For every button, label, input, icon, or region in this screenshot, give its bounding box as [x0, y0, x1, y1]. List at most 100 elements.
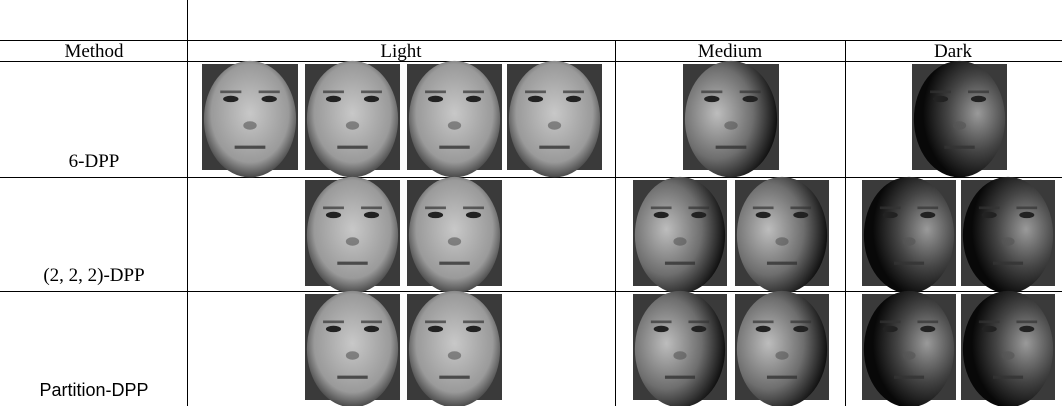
face-image [407, 177, 502, 294]
mouth [665, 262, 695, 265]
nose [902, 237, 915, 245]
brow [425, 321, 446, 324]
brow [463, 321, 484, 324]
eye [326, 326, 341, 332]
brow [740, 91, 761, 94]
eye [466, 212, 481, 218]
eye [793, 212, 808, 218]
brow [323, 207, 344, 210]
face [963, 177, 1053, 294]
brow [425, 207, 446, 210]
face-image [305, 177, 400, 294]
eye [756, 326, 771, 332]
eye [793, 326, 808, 332]
nose [775, 237, 788, 245]
eye [971, 96, 986, 102]
nose [775, 351, 788, 359]
face-image [633, 291, 727, 406]
header-cell: Method [64, 41, 124, 62]
eye [326, 212, 341, 218]
page: Method Light Medium Dark 6-DPP (2, 2, 2)… [0, 0, 1062, 406]
face [963, 291, 1053, 406]
face [409, 291, 500, 406]
mouth [337, 146, 367, 149]
face [307, 61, 398, 178]
brow [880, 207, 901, 210]
brow [880, 321, 901, 324]
eye [262, 96, 277, 102]
nose [953, 121, 966, 129]
brow [701, 91, 722, 94]
face [737, 177, 827, 294]
nose [673, 351, 686, 359]
mouth [235, 146, 266, 149]
brow [651, 321, 672, 324]
eye [364, 96, 379, 102]
eye [756, 212, 771, 218]
mouth [993, 262, 1023, 265]
brow [220, 91, 241, 94]
mouth [337, 376, 367, 379]
face [509, 61, 600, 178]
face-image [735, 291, 829, 406]
face-image [862, 177, 956, 294]
eye [428, 212, 443, 218]
face-image [912, 61, 1007, 178]
eye [691, 326, 706, 332]
nose [448, 237, 461, 245]
face-images [202, 61, 1055, 406]
eye [466, 96, 481, 102]
nose [673, 237, 686, 245]
nose [346, 237, 359, 245]
eye [528, 96, 543, 102]
brow [425, 91, 446, 94]
face [409, 177, 500, 294]
brow [790, 321, 811, 324]
nose [346, 121, 359, 129]
nose [902, 351, 915, 359]
face [635, 291, 725, 406]
face-image [407, 291, 502, 406]
brow [323, 321, 344, 324]
brow [361, 207, 382, 210]
eye [364, 326, 379, 332]
face-image [735, 177, 829, 294]
brow [563, 91, 584, 94]
mouth [993, 376, 1023, 379]
nose [548, 121, 561, 129]
method-label: 6-DPP [69, 151, 120, 172]
brow [979, 207, 1000, 210]
eye [466, 326, 481, 332]
header-cell: Dark [934, 41, 972, 62]
face-image [633, 177, 727, 294]
eye [933, 96, 948, 102]
nose [448, 351, 461, 359]
face-image [305, 291, 400, 406]
eye [223, 96, 238, 102]
eye [883, 326, 898, 332]
face-image [683, 61, 779, 178]
eye [920, 326, 935, 332]
brow [1016, 321, 1037, 324]
eye [691, 212, 706, 218]
face-image [202, 61, 298, 178]
brow [968, 91, 989, 94]
mouth [767, 262, 797, 265]
mouth [894, 262, 924, 265]
brow [463, 207, 484, 210]
brow [463, 91, 484, 94]
brow [525, 91, 546, 94]
eye [1019, 326, 1034, 332]
eye [883, 212, 898, 218]
eye [982, 326, 997, 332]
brow [361, 91, 382, 94]
face [685, 61, 777, 178]
brow [917, 207, 938, 210]
eye [704, 96, 719, 102]
eye [326, 96, 341, 102]
face [635, 177, 725, 294]
face [864, 177, 954, 294]
mouth [439, 146, 469, 149]
mouth [439, 262, 469, 265]
brow [979, 321, 1000, 324]
